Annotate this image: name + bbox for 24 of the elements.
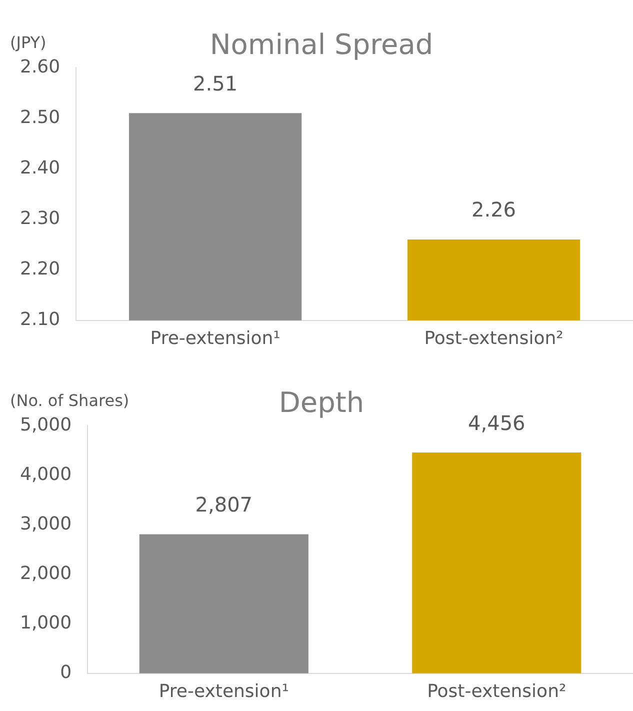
y-tick-label: 2.40 (20, 157, 60, 178)
y-tick-label: 5,000 (20, 414, 72, 436)
y-tick-label: 1,000 (20, 612, 72, 634)
data-label: 2.26 (472, 198, 516, 222)
x-tick-label: Post-extension² (427, 680, 566, 702)
x-tick-label: Post-extension² (424, 328, 564, 349)
y-tick-label: 3,000 (20, 513, 72, 534)
chart-title: Nominal Spread (210, 28, 434, 62)
data-label: 4,456 (468, 410, 526, 435)
chart-title: Depth (278, 386, 364, 420)
data-label: 2.51 (193, 71, 238, 96)
y-tick-label: 2.30 (20, 208, 60, 229)
data-label: 2,807 (195, 492, 253, 516)
y-tick-label: 2.10 (20, 309, 60, 330)
y-tick-label: 2.50 (20, 106, 60, 128)
y-tick-label: 2.20 (20, 258, 60, 280)
x-tick-label: Pre-extension¹ (158, 680, 289, 702)
y-tick-label: 2,000 (20, 562, 72, 584)
y-tick-label: 4,000 (20, 464, 72, 485)
y-axis-title: (JPY) (10, 33, 46, 52)
y-axis-title: (No. of Shares) (10, 391, 130, 410)
y-tick-label: 2.60 (20, 56, 60, 78)
y-tick-label: 0 (60, 662, 72, 684)
x-tick-label: Pre-extension¹ (150, 328, 280, 349)
